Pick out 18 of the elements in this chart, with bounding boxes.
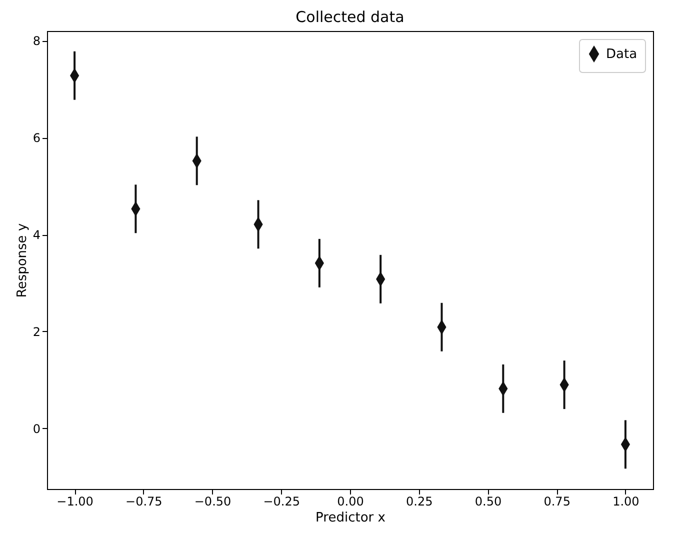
x-tick-label: 0.00 <box>337 494 364 508</box>
x-tick-label: 0.25 <box>406 494 433 508</box>
x-tick-label: −0.50 <box>194 494 232 508</box>
y-tick-label: 0 <box>32 422 40 436</box>
y-axis-title: Response y <box>14 223 30 298</box>
x-tick-label: −1.00 <box>56 494 94 508</box>
y-tick-label: 2 <box>32 324 40 339</box>
y-tick-label: 8 <box>32 34 40 48</box>
chart-title: Collected data <box>296 8 404 26</box>
legend-label: Data <box>606 47 638 62</box>
x-tick-label: 0.50 <box>474 494 502 508</box>
x-tick-label: 1.00 <box>612 494 640 508</box>
y-tick-label: 6 <box>32 131 40 146</box>
y-tick-label: 4 <box>32 228 40 242</box>
x-tick-label: −0.75 <box>126 494 162 508</box>
x-axis-title: Predictor x <box>316 510 386 526</box>
x-tick-label: −0.25 <box>263 494 300 508</box>
x-tick-label: 0.75 <box>544 494 570 508</box>
